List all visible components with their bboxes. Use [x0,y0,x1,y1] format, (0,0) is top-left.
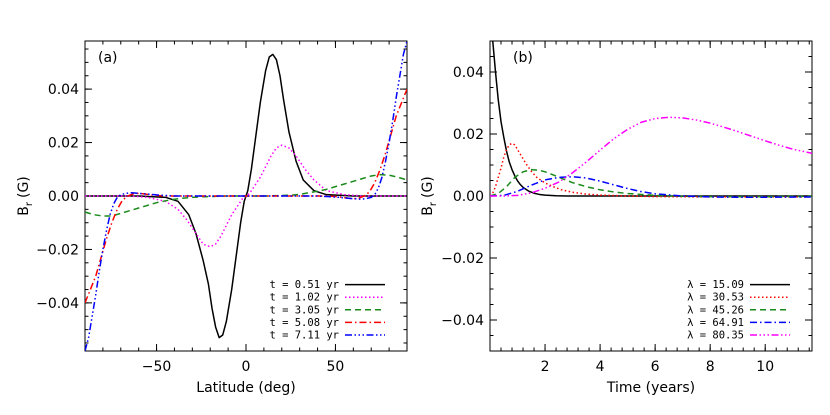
y-tick-label: 0.04 [453,65,484,81]
legend-label: t = 0.51 yr [269,279,339,291]
axis-ticks: 2 4 6 8 10 −0.04 −0.02 0.00 0.02 0.04 [441,40,812,375]
legend-label: t = 3.05 yr [269,304,339,316]
series-lines [490,41,812,198]
x-tick-label: −50 [142,359,172,375]
legend: λ = 15.09λ = 30.53λ = 45.26λ = 64.91λ = … [687,279,790,342]
x-tick-label: 0 [242,359,251,375]
series-line-2 [490,142,812,198]
series-line-4 [85,88,407,304]
y-tick-label: −0.02 [441,251,484,267]
y-tick-label: 0.00 [48,189,79,205]
y-axis-label-sub: r [24,201,35,206]
y-tick-label: −0.04 [36,296,79,312]
panel-b: (b) Time (years) Br (G) 2 4 6 8 10 −0.04 −0.02 0… [420,40,813,396]
x-tick-label: 10 [756,359,774,375]
legend-label: t = 1.02 yr [269,292,339,304]
series-lines [85,41,407,351]
series-line-4 [490,176,812,198]
legend-label: λ = 80.35 [687,330,744,342]
panel-label: (a) [98,50,118,66]
panel-label: (b) [513,50,533,66]
y-axis-label-unit: (G) [16,176,32,198]
x-axis-label: Time (years) [606,380,695,396]
y-tick-label: −0.04 [441,313,484,329]
y-tick-label: −0.02 [36,242,79,258]
legend-label: λ = 15.09 [687,279,744,291]
y-axis-label: Br (G) [16,176,35,216]
y-axis-label-sub: r [428,201,439,206]
axis-ticks: −50 0 50 −0.04 −0.02 0.00 0.02 0.04 [36,41,408,375]
y-axis-label: Br (G) [420,176,439,216]
y-axis-label-main: B [420,206,436,216]
legend: t = 0.51 yrt = 1.02 yrt = 3.05 yrt = 5.0… [269,279,385,342]
x-tick-label: 8 [706,359,715,375]
x-tick-label: 50 [327,359,345,375]
legend-label: λ = 64.91 [687,317,744,329]
y-axis-label-main: B [16,206,32,216]
panel-a: (a) Latitude (deg) Br (G) −50 0 50 −0.04 −0.0… [16,40,408,396]
y-tick-label: 0.04 [48,82,79,98]
x-tick-label: 2 [541,359,550,375]
legend-label: λ = 30.53 [687,292,744,304]
x-tick-label: 6 [651,359,660,375]
y-axis-label-unit: (G) [420,176,436,198]
x-axis-label: Latitude (deg) [196,380,295,396]
x-tick-label: 4 [596,359,605,375]
legend-label: t = 5.08 yr [269,317,339,329]
y-tick-label: 0.02 [48,136,79,152]
series-line-1 [492,41,812,197]
legend-label: λ = 45.26 [687,304,744,316]
legend-label: t = 7.11 yr [269,330,339,342]
y-tick-label: 0.00 [453,189,484,205]
series-line-5 [490,116,812,197]
y-tick-label: 0.02 [453,127,484,143]
